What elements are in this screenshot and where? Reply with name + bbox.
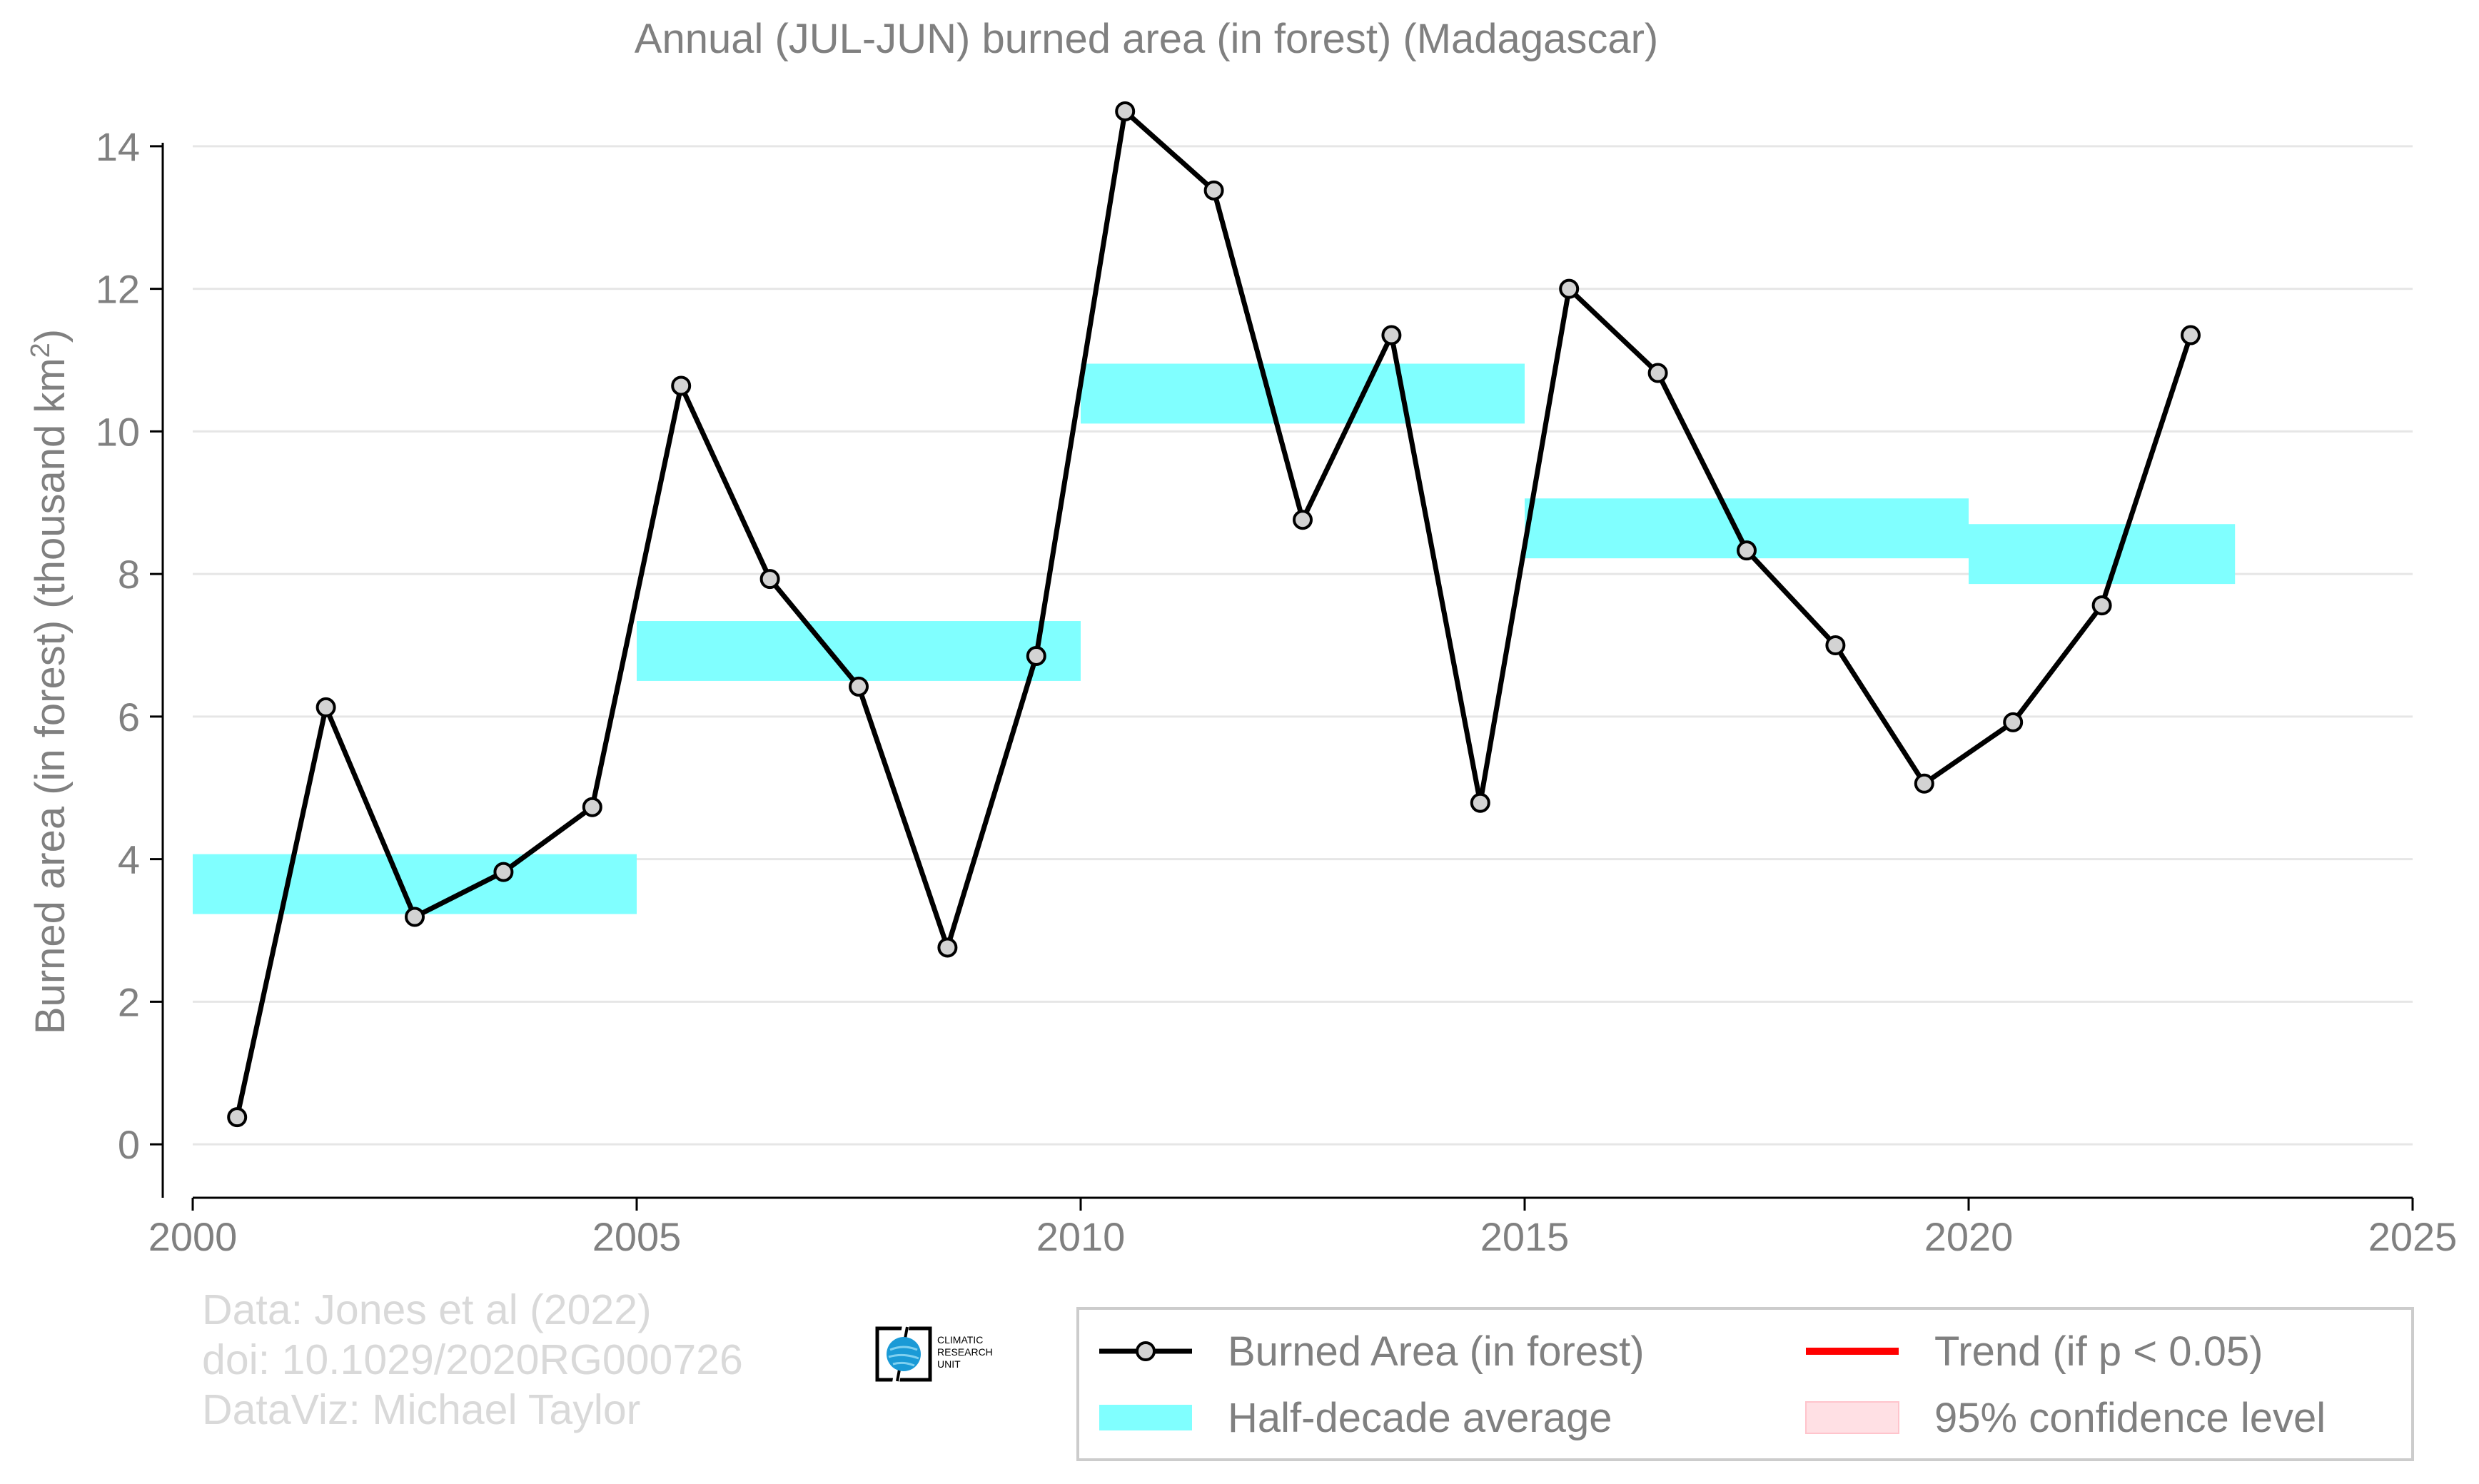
y-axis-label-main: Burned area (in forest) (thousand km: [27, 358, 74, 1034]
burned-area-point: [671, 375, 692, 396]
cru-logo-text: CLIMATIC RESEARCH UNIT: [937, 1334, 993, 1370]
burned-area-point: [849, 676, 869, 697]
legend-frame: [1076, 1307, 2414, 1461]
burned-area-point: [1825, 635, 1846, 655]
x-tick-label: 2010: [1036, 1214, 1126, 1259]
half-decade-average-bands: [193, 363, 2236, 914]
burned-area-point: [1115, 101, 1136, 121]
burned-area-point: [1203, 180, 1224, 201]
y-tick-label: 8: [118, 552, 140, 597]
legend-swatch-marker: [1136, 1341, 1156, 1361]
burned-area-point: [315, 697, 336, 717]
burned-area-point: [493, 862, 514, 882]
data-credits: Data: Jones et al (2022) doi: 10.1029/20…: [202, 1285, 743, 1435]
burned-area-line: [234, 108, 2193, 1118]
chart-title: Annual (JUL-JUN) burned area (in forest)…: [635, 16, 1658, 62]
x-tick-label: 2025: [2368, 1214, 2458, 1259]
y-tick-label: 10: [96, 409, 140, 454]
burned-area-point: [1647, 363, 1668, 383]
axes: 0 2 4 6 8 10 12 14 2000 2005 2010 2015 2020 2025: [96, 124, 2458, 1259]
half-decade-band: [1081, 363, 1525, 424]
x-tick-label: 2020: [1924, 1214, 2014, 1259]
credit-source: Data: Jones et al (2022): [202, 1286, 652, 1333]
y-tick-label: 12: [96, 267, 140, 312]
y-tick-label: 6: [118, 695, 140, 740]
y-axis-label: Burned area (in forest) (thousand km2): [26, 329, 74, 1034]
burned-area-point: [2091, 595, 2112, 616]
burned-area-point: [1914, 773, 1934, 794]
burned-area-point: [405, 907, 425, 927]
cru-logo-icon: [875, 1325, 932, 1383]
y-tick-label: 0: [118, 1122, 140, 1167]
y-tick-label: 4: [118, 837, 140, 882]
x-tick-label: 2005: [592, 1214, 682, 1259]
grid-lines: [193, 145, 2413, 1146]
legend: Burned Area (in forest) Trend (if p < 0.0…: [1076, 1307, 2414, 1461]
x-tick-label: 2015: [1480, 1214, 1570, 1259]
legend-swatch-band: [1099, 1405, 1192, 1430]
burned-area-point: [1559, 278, 1580, 299]
y-axis-label-close: ): [27, 329, 74, 343]
y-tick-label: 14: [96, 124, 140, 169]
burned-area-point: [759, 569, 780, 590]
burned-area-point: [937, 937, 958, 958]
burned-area-point: [1470, 792, 1490, 813]
half-decade-band: [193, 854, 637, 914]
burned-area-point: [1026, 645, 1046, 666]
legend-label: Burned Area (in forest): [1228, 1328, 1645, 1375]
burned-area-series: [227, 101, 2201, 1128]
half-decade-band: [1969, 524, 2236, 585]
burned-area-point: [1293, 510, 1313, 530]
legend-label: 95% confidence level: [1934, 1395, 2326, 1441]
legend-label: Trend (if p < 0.05): [1934, 1328, 2263, 1375]
burned-area-point: [1381, 325, 1402, 345]
burned-area-point: [2003, 712, 2024, 732]
y-tick-label: 2: [118, 979, 140, 1024]
burned-area-point: [582, 797, 602, 817]
burned-area-point: [2181, 325, 2201, 345]
cru-logo: CLIMATIC RESEARCH UNIT: [874, 1324, 1006, 1385]
legend-label: Half-decade average: [1228, 1395, 1612, 1441]
credit-dataviz: DataViz: Michael Taylor: [202, 1386, 641, 1433]
half-decade-band: [637, 621, 1081, 681]
credit-doi: doi: 10.1029/2020RG000726: [202, 1336, 743, 1383]
burned-area-point: [1737, 540, 1757, 561]
x-tick-label: 2000: [148, 1214, 238, 1259]
burned-area-point: [227, 1107, 248, 1128]
legend-swatch-patch: [1805, 1401, 1899, 1434]
y-axis-label-sup: 2: [26, 343, 56, 358]
